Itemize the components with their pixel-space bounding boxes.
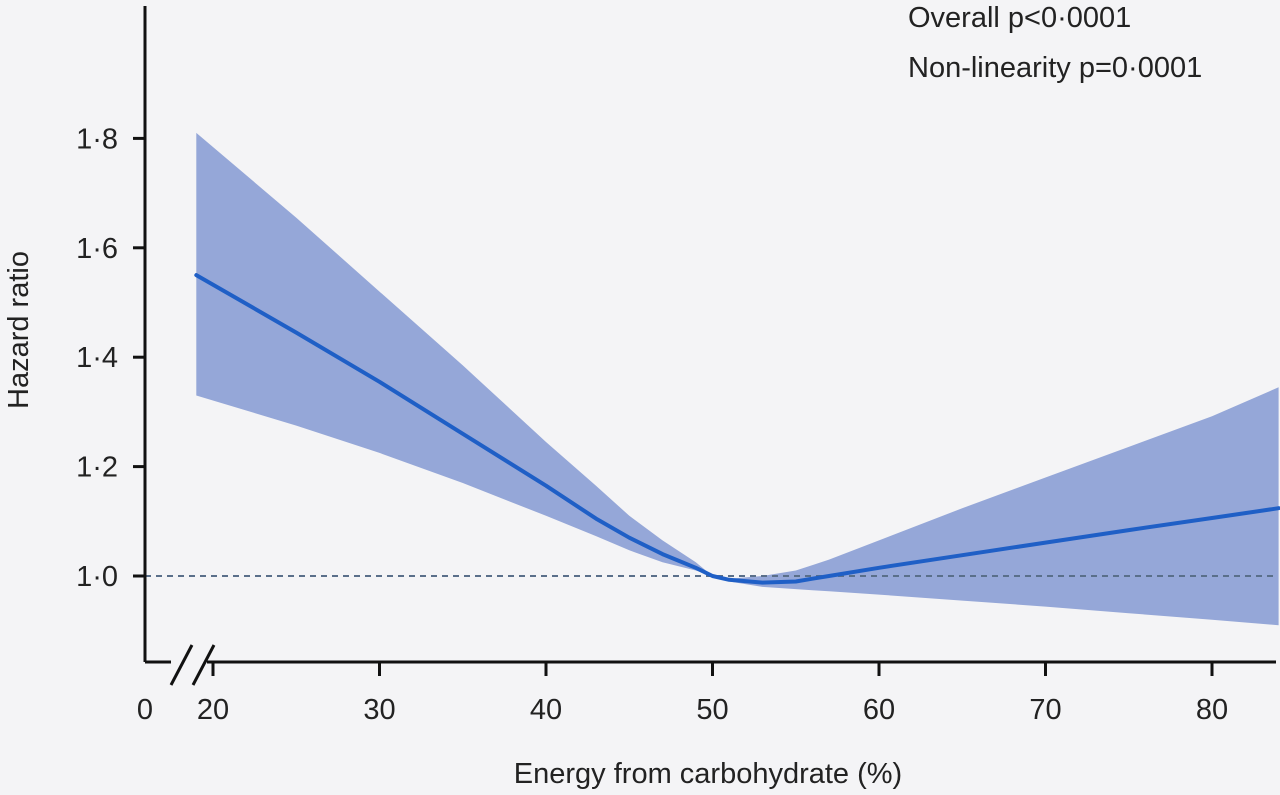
hazard-ratio-line [194,273,1280,585]
y-tick-label: 1·0 [76,561,118,593]
x-tick-label: 60 [863,694,895,726]
y-tick-label: 1·4 [76,342,118,374]
x-axis-title: Energy from carbohydrate (%) [514,758,902,790]
confidence-band [196,132,1279,626]
x-tick-label: 20 [197,694,229,726]
non-linearity-p-annotation: Non-linearity p=0·0001 [908,52,1202,84]
axis-break-mark [169,644,194,686]
y-tick-label: 1·8 [76,123,118,155]
x-tick-label: 80 [1196,694,1228,726]
x-origin-label: 0 [137,694,153,726]
x-tick-label: 50 [696,694,728,726]
x-tick-label: 40 [530,694,562,726]
overall-p-annotation: Overall p<0·0001 [908,2,1131,34]
axis-break-mark [191,644,216,686]
y-axis-title: Hazard ratio [3,251,35,409]
y-tick-label: 1·2 [76,452,118,484]
y-tick-label: 1·6 [76,233,118,265]
x-tick-label: 30 [363,694,395,726]
x-tick-label: 70 [1029,694,1061,726]
